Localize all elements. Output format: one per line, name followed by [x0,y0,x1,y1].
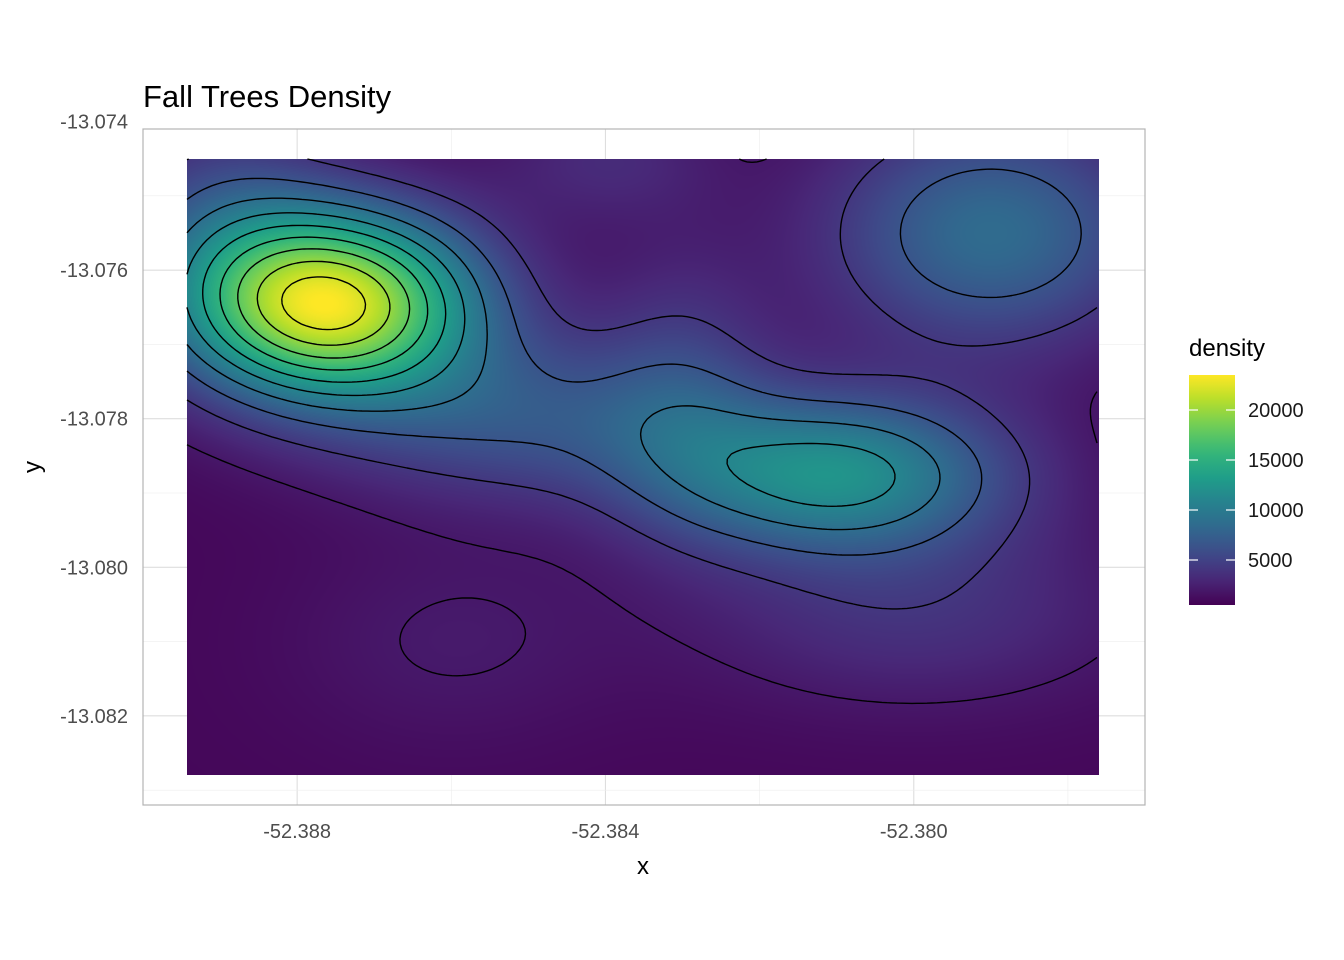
y-axis-title: y [19,461,46,473]
contour-line [186,158,1098,610]
x-tick-label: -52.380 [880,821,948,843]
legend-tick-label: 15000 [1248,450,1304,472]
contour-line [237,248,411,359]
legend-colorbar [1189,375,1235,605]
contour-line [202,224,447,383]
contour-line [186,168,1082,556]
y-tick-label: -13.074 [60,112,128,134]
contour-line [186,212,896,507]
chart-title: Fall Trees Density [143,79,392,114]
contour-line [281,276,367,331]
density-heatmap [187,159,1099,775]
contour-line [186,158,1098,705]
x-tick-label: -52.384 [572,821,640,843]
density-contours [186,158,1098,705]
y-tick-label: -13.082 [60,706,128,728]
y-tick-label: -13.080 [60,557,128,579]
contour-line [186,197,941,531]
legend-ticks: 5000 10000 15000 20000 [1189,400,1304,572]
y-tick-label: -13.076 [60,260,128,282]
y-tick-label: -13.078 [60,409,128,431]
legend-tick-label: 5000 [1248,550,1293,572]
legend-title: density [1189,335,1265,362]
plot-panel-border [142,128,1146,806]
contour-line [256,260,391,346]
color-legend: density 5000 10000 15000 20000 [1189,335,1304,605]
legend-tick-label: 20000 [1248,400,1304,422]
legend-tick-label: 10000 [1248,500,1304,522]
x-tick-label: -52.388 [263,821,331,843]
y-axis-ticks: -13.074 -13.076 -13.078 -13.080 -13.082 [60,112,128,728]
x-axis-ticks: -52.388 -52.384 -52.380 [263,821,948,843]
contour-line [219,236,429,371]
x-axis-title: x [637,853,649,880]
